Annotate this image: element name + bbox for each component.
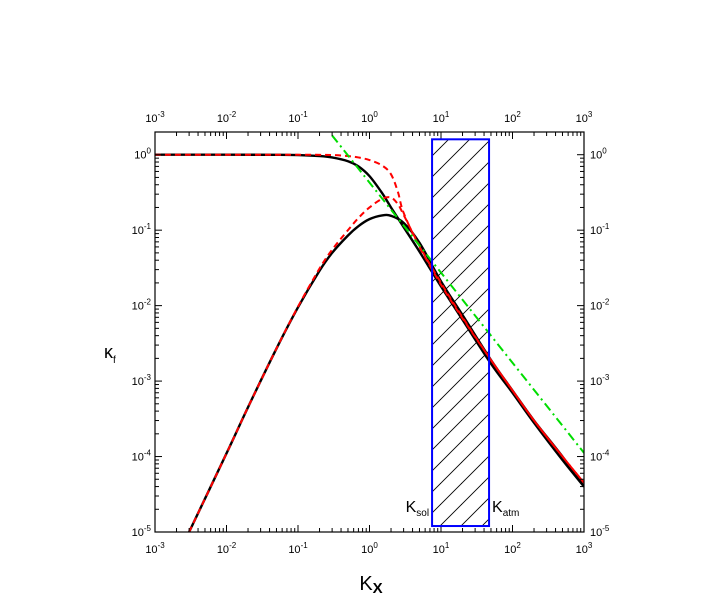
- k-atm-label: Katm: [492, 499, 519, 519]
- x-tick-label-top: 100: [361, 110, 378, 125]
- y-tick-label-right: 10-4: [590, 449, 610, 464]
- tick-layer: [154, 131, 585, 533]
- y-tick-label-left: 100: [134, 147, 151, 162]
- series-line-2: [188, 213, 584, 532]
- y-tick-label-right: 10-2: [590, 298, 610, 313]
- y-tick-label-left: 10-4: [132, 449, 152, 464]
- y-tick-label-left: 10-1: [132, 222, 152, 237]
- x-tick-label-top: 10-1: [288, 110, 308, 125]
- x-tick-label-top: 103: [576, 110, 593, 125]
- x-tick-label-bottom: 101: [433, 541, 450, 556]
- x-axis-title: KX: [359, 573, 382, 597]
- y-tick-label-left: 10-3: [132, 373, 152, 388]
- series-line-4: [188, 196, 584, 532]
- y-tick-label-left: 10-2: [132, 298, 152, 313]
- y-tick-label-right: 100: [590, 147, 607, 162]
- series-line-5: [331, 134, 584, 454]
- x-tick-label-top: 10-3: [145, 110, 165, 125]
- x-tick-label-bottom: 102: [504, 541, 521, 556]
- x-tick-label-bottom: 10-2: [217, 541, 237, 556]
- x-tick-label-bottom: 103: [576, 541, 593, 556]
- shaded-region-border: [431, 138, 491, 528]
- series-line-1: [155, 153, 584, 488]
- y-tick-label-right: 10-3: [590, 373, 610, 388]
- y-axis-title: κf: [104, 342, 116, 366]
- y-tick-label-right: 10-5: [590, 524, 610, 539]
- x-tick-label-top: 101: [433, 110, 450, 125]
- x-tick-label-top: 102: [504, 110, 521, 125]
- x-tick-label-top: 10-2: [217, 110, 237, 125]
- k-sol-label: Ksol: [406, 499, 429, 519]
- y-tick-label-left: 10-5: [132, 524, 152, 539]
- y-tick-label-right: 10-1: [590, 222, 610, 237]
- tick-label-layer: 10-3 10-3 10-2 10-2 10-1 10-1 100 100 101 101 102 1…: [132, 110, 610, 556]
- x-tick-label-bottom: 10-1: [288, 541, 308, 556]
- x-tick-label-bottom: 10-3: [145, 541, 165, 556]
- x-tick-label-bottom: 100: [361, 541, 378, 556]
- series-line-3: [155, 153, 584, 484]
- hatched-region-fill: [432, 139, 490, 527]
- curve-layer: [155, 134, 584, 532]
- shaded-region-layer: [432, 139, 490, 527]
- plot-frame: [154, 131, 585, 533]
